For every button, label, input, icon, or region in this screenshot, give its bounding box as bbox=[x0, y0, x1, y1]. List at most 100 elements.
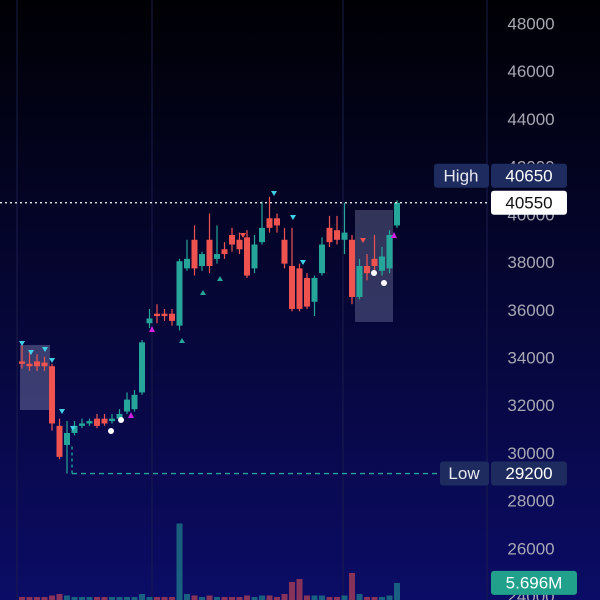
volume-bar bbox=[86, 597, 93, 600]
candle-body bbox=[176, 261, 183, 326]
volume-bar bbox=[394, 582, 400, 600]
volume-bar bbox=[244, 595, 250, 600]
price-tags: 40550 High 40650 Low 29200 5.696M bbox=[434, 163, 577, 595]
volume-bar bbox=[101, 597, 108, 600]
volume-bar bbox=[56, 594, 63, 600]
volume-bar bbox=[274, 597, 280, 600]
volume-bar bbox=[319, 595, 325, 600]
low-name-box bbox=[440, 461, 489, 486]
volume-bar bbox=[221, 597, 228, 600]
signal bbox=[149, 326, 155, 332]
candle-body bbox=[326, 227, 333, 243]
signal bbox=[391, 232, 397, 238]
low-name: Low bbox=[448, 464, 480, 483]
y-tick-label: 38000 bbox=[507, 253, 554, 272]
volume-bar bbox=[236, 597, 243, 600]
candle-body bbox=[364, 266, 370, 274]
signal bbox=[217, 276, 223, 281]
volume-bar bbox=[109, 597, 115, 600]
candle-body bbox=[304, 277, 310, 307]
candle-body bbox=[371, 258, 378, 267]
signal bbox=[42, 347, 48, 352]
signal bbox=[118, 417, 124, 423]
signal bbox=[49, 358, 55, 363]
volume-bar bbox=[41, 597, 48, 600]
volume-bar bbox=[94, 597, 100, 600]
candle-body bbox=[26, 363, 33, 367]
candle-body bbox=[184, 258, 190, 269]
signal bbox=[271, 191, 277, 196]
signals bbox=[19, 191, 397, 434]
candle-body bbox=[214, 254, 220, 259]
candle-body bbox=[109, 418, 115, 422]
signal bbox=[28, 350, 34, 355]
candle-body bbox=[266, 218, 273, 228]
signal bbox=[371, 270, 377, 276]
volume-bar bbox=[169, 597, 175, 600]
candle-body bbox=[34, 361, 40, 367]
volume-bar bbox=[266, 595, 273, 600]
signal bbox=[70, 426, 76, 431]
volume-bar bbox=[334, 597, 340, 600]
last-price-box bbox=[491, 190, 567, 215]
candle-body bbox=[169, 313, 175, 321]
highlight-zone bbox=[20, 345, 50, 410]
low-value-box bbox=[491, 461, 567, 486]
candle-body bbox=[229, 234, 235, 245]
volume-bar bbox=[49, 595, 55, 600]
volume-bar bbox=[206, 595, 213, 600]
candle-body bbox=[334, 230, 340, 240]
volume-bar bbox=[71, 597, 78, 600]
volume-bar bbox=[64, 595, 70, 600]
volume-bar bbox=[176, 523, 183, 600]
candle-body bbox=[191, 239, 198, 269]
y-tick-label: 32000 bbox=[507, 396, 554, 415]
low-value: 29200 bbox=[505, 464, 552, 483]
volume-bar bbox=[259, 595, 265, 600]
y-tick-label: 46000 bbox=[507, 62, 554, 81]
candle-body bbox=[281, 239, 288, 264]
candle-body bbox=[101, 418, 108, 424]
high-value: 40650 bbox=[505, 166, 552, 185]
volume-bar bbox=[289, 582, 295, 600]
candle-body bbox=[244, 237, 250, 276]
candle-body bbox=[386, 234, 393, 269]
candle-body bbox=[94, 418, 100, 426]
volume-bar bbox=[184, 594, 190, 600]
y-tick-label: 36000 bbox=[507, 301, 554, 320]
volume-bar bbox=[304, 595, 310, 600]
volume-bar bbox=[326, 597, 333, 600]
candle-body bbox=[206, 239, 213, 267]
signal bbox=[300, 260, 306, 265]
candle-body bbox=[394, 202, 400, 226]
volume-bar bbox=[229, 597, 235, 600]
volume-bar bbox=[34, 597, 40, 600]
high-name-box bbox=[434, 163, 489, 188]
volume-bar bbox=[191, 595, 198, 600]
candle-body bbox=[49, 366, 55, 424]
volume-bar bbox=[251, 597, 258, 600]
candle-body bbox=[154, 313, 160, 317]
candle-body bbox=[221, 249, 228, 255]
candle-body bbox=[356, 266, 363, 298]
signal bbox=[240, 233, 246, 238]
candle-body bbox=[296, 268, 303, 309]
volume-bar bbox=[296, 579, 303, 600]
volume-bar bbox=[124, 597, 130, 600]
candle-body bbox=[116, 413, 123, 419]
candle-body bbox=[259, 227, 265, 243]
y-tick-label: 30000 bbox=[507, 444, 554, 463]
signal bbox=[59, 409, 65, 414]
candle-body bbox=[139, 342, 145, 393]
volume-bar bbox=[364, 597, 370, 600]
volume-bar bbox=[161, 597, 168, 600]
y-tick-label: 26000 bbox=[507, 539, 554, 558]
volume-bar bbox=[146, 597, 153, 600]
candle-body bbox=[146, 318, 153, 324]
candle-body bbox=[251, 244, 258, 269]
candle-body bbox=[341, 232, 348, 240]
candle-body bbox=[131, 394, 138, 410]
signal bbox=[19, 341, 25, 346]
volume-bar bbox=[79, 597, 85, 600]
